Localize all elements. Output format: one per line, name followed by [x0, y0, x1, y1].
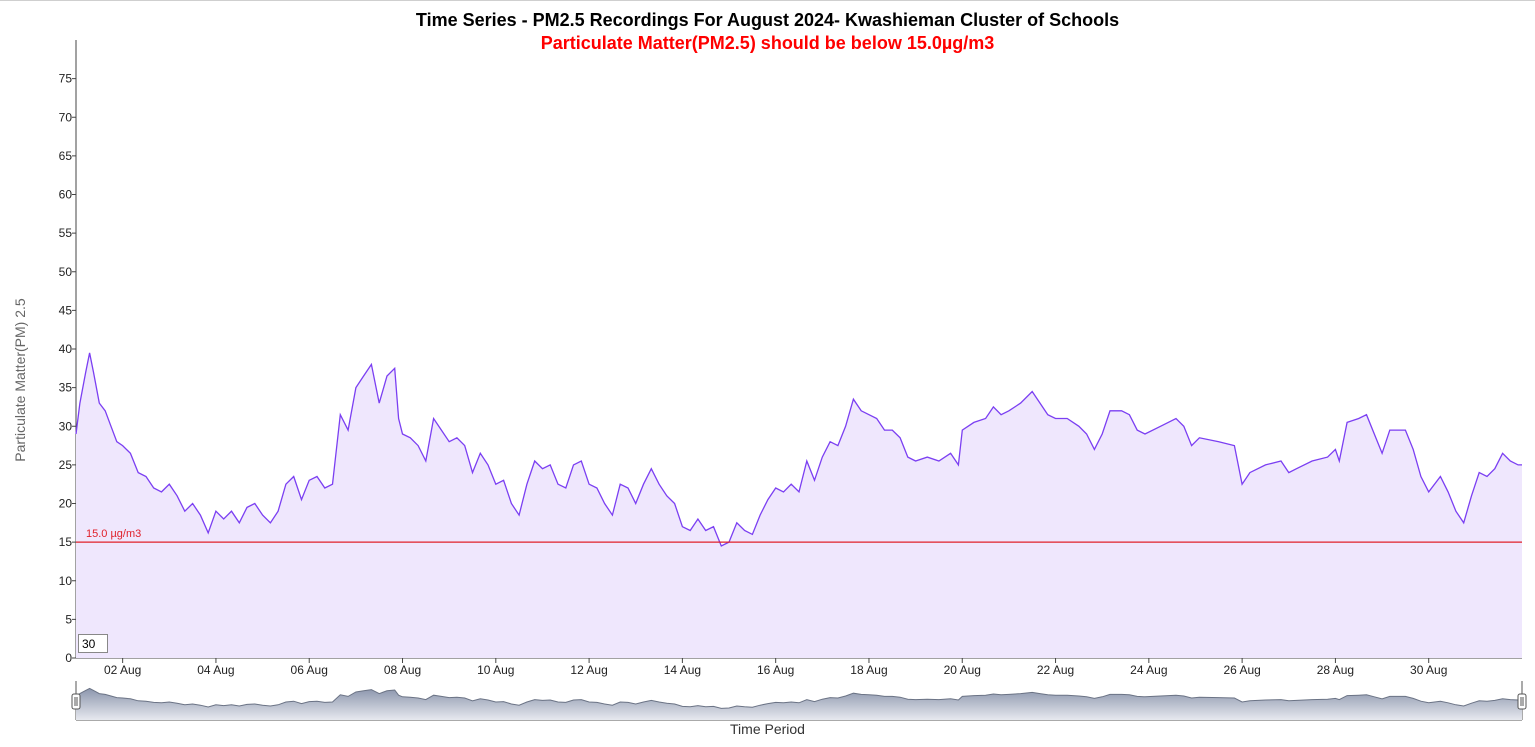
navigator-area: [76, 688, 1522, 720]
y-tick-label: 30: [59, 419, 73, 433]
chart-title: Time Series - PM2.5 Recordings For Augus…: [415, 10, 1120, 30]
plot-area[interactable]: [75, 40, 1522, 659]
x-tick-label: 28 Aug: [1317, 663, 1354, 677]
x-tick-label: 08 Aug: [384, 663, 421, 677]
x-tick-label: 22 Aug: [1037, 663, 1074, 677]
x-tick-label: 12 Aug: [570, 663, 607, 677]
y-tick-label: 25: [59, 458, 73, 472]
y-tick-label: 20: [59, 497, 73, 511]
y-axis-ticks: 0 5 10 15 20 25 30 35 40 45 50 55 60 65 70 75: [59, 72, 76, 665]
threshold-layer: 15.0 µg/m3: [76, 528, 1522, 543]
x-tick-label: 16 Aug: [757, 663, 794, 677]
top-divider: [0, 0, 1535, 1]
x-tick-label: 02 Aug: [104, 663, 141, 677]
x-axis-label: Time Period: [730, 721, 805, 737]
y-tick-label: 35: [59, 381, 73, 395]
y-tick-label: 70: [59, 110, 73, 124]
series-area: [76, 352, 1522, 658]
navigator-line: [75, 687, 1522, 709]
x-tick-label: 24 Aug: [1130, 663, 1167, 677]
y-tick-label: 5: [65, 612, 72, 626]
y-tick-label: 45: [59, 303, 73, 317]
navigator-handle-right[interactable]: [1517, 693, 1527, 710]
x-tick-label: 10 Aug: [477, 663, 514, 677]
x-tick-label: 14 Aug: [664, 663, 701, 677]
x-tick-label: 06 Aug: [291, 663, 328, 677]
threshold-label: 15.0 µg/m3: [86, 528, 141, 540]
x-tick-label: 30 Aug: [1410, 663, 1447, 677]
window-input[interactable]: 30: [78, 634, 108, 653]
x-axis-ticks: 02 Aug 04 Aug 06 Aug 08 Aug 10 Aug 12 Aug 14 A…: [104, 658, 1447, 677]
y-tick-label: 15: [59, 535, 73, 549]
y-tick-label: 40: [59, 342, 73, 356]
x-tick-label: 26 Aug: [1223, 663, 1260, 677]
y-tick-label: 55: [59, 226, 73, 240]
y-tick-label: 65: [59, 149, 73, 163]
handle-body: [71, 693, 81, 710]
handle-body: [1517, 693, 1527, 710]
x-tick-label: 18 Aug: [850, 663, 887, 677]
x-tick-label: 04 Aug: [197, 663, 234, 677]
y-tick-label: 50: [59, 265, 73, 279]
y-tick-label: 10: [59, 574, 73, 588]
x-tick-label: 20 Aug: [944, 663, 981, 677]
chart-subtitle: Particulate Matter(PM2.5) should be belo…: [540, 33, 995, 53]
y-tick-label: 60: [59, 188, 73, 202]
range-navigator[interactable]: [71, 681, 1527, 721]
y-tick-label: 0: [65, 651, 72, 665]
y-tick-label: 75: [59, 72, 73, 86]
navigator-handle-left[interactable]: [71, 693, 81, 710]
